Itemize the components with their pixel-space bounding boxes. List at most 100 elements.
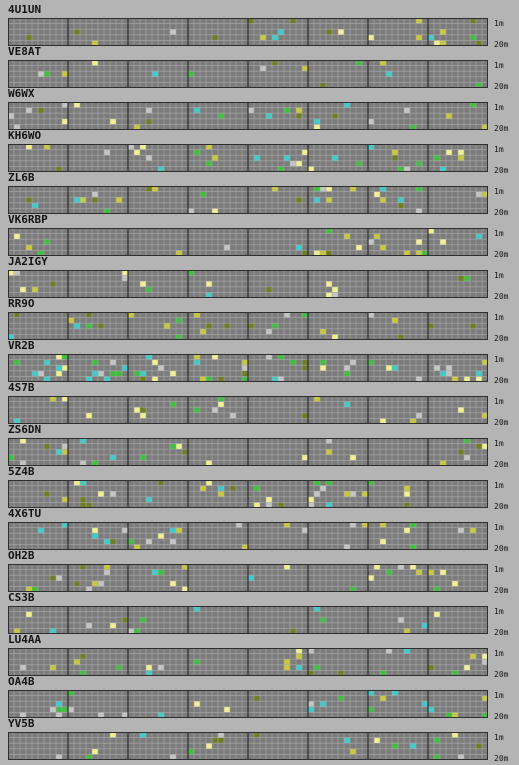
signal-cell [302, 527, 308, 534]
signal-cell [176, 527, 182, 534]
band-label-top: 1m [494, 439, 504, 448]
propagation-grid [8, 228, 488, 256]
signal-cell [218, 401, 224, 408]
signal-cell [416, 250, 422, 256]
signal-cell [8, 334, 14, 340]
signal-cell [434, 40, 440, 46]
grid-lines [8, 480, 488, 508]
signal-cell [38, 527, 44, 534]
signal-cell [50, 396, 56, 402]
signal-cell [20, 460, 26, 466]
propagation-grid [8, 18, 488, 46]
signal-cell [194, 659, 200, 665]
signal-cell [188, 71, 194, 77]
signal-cell [74, 659, 80, 665]
signal-cell [242, 359, 248, 366]
signal-cell [248, 107, 254, 114]
signal-cell [224, 323, 230, 329]
band-label-top: 1m [494, 145, 504, 154]
signal-cell [302, 365, 308, 371]
signal-cell [416, 239, 422, 245]
signal-cell [266, 286, 272, 293]
station-callsign: ZL6B [8, 171, 35, 184]
signal-cell [470, 102, 476, 108]
signal-cell [134, 370, 140, 377]
signal-cell [14, 359, 20, 366]
signal-cell [410, 743, 416, 749]
beacon-station: VK6RBP 1m 20m [0, 214, 519, 259]
signal-cell [410, 522, 416, 528]
signal-cell [374, 233, 380, 240]
grid-border [8, 732, 488, 760]
signal-cell [62, 443, 68, 450]
signal-cell [68, 690, 74, 696]
signal-cell [146, 496, 152, 503]
signal-cell [158, 480, 164, 486]
signal-cell [110, 491, 116, 497]
signal-cell [452, 712, 458, 718]
signal-cell [302, 250, 308, 256]
signal-cell [332, 286, 338, 293]
signal-cell [266, 496, 272, 503]
band-label-bottom: 20m [494, 460, 509, 469]
band-label-bottom: 20m [494, 670, 509, 679]
signal-cell [470, 653, 476, 660]
signal-cell [308, 670, 314, 676]
signal-cell [44, 71, 50, 77]
grid-border [8, 690, 488, 718]
signal-cell [62, 118, 68, 125]
signal-cell [158, 569, 164, 576]
signal-cell [380, 695, 386, 702]
signal-cell [146, 107, 152, 114]
signal-cell [374, 564, 380, 570]
signal-cell [344, 102, 350, 108]
signal-cell [326, 197, 332, 203]
signal-cell [290, 160, 296, 167]
signal-cell [308, 706, 314, 713]
signal-cell [110, 359, 116, 366]
signal-cell [296, 653, 302, 660]
signal-cell [224, 244, 230, 251]
grid-border [8, 564, 488, 592]
band-label-top: 1m [494, 103, 504, 112]
signal-cell [482, 653, 488, 660]
signal-cell [92, 460, 98, 466]
signal-cell [218, 485, 224, 492]
signal-cell [482, 412, 488, 419]
signal-cell [98, 323, 104, 329]
signal-cell [416, 208, 422, 214]
signal-cell [50, 575, 56, 581]
signal-cell [320, 250, 326, 256]
signal-cell [266, 502, 272, 508]
band-label-top: 1m [494, 691, 504, 700]
signal-cell [320, 617, 326, 623]
signal-cell [14, 628, 20, 634]
signal-cell [32, 202, 38, 209]
signal-cell [182, 449, 188, 455]
signal-cell [92, 748, 98, 755]
signal-cell [194, 359, 200, 366]
signal-cell [446, 149, 452, 156]
signal-cell [452, 580, 458, 587]
signal-cell [152, 71, 158, 77]
station-callsign: JA2IGY [8, 255, 48, 268]
propagation-grid [8, 144, 488, 172]
signal-cell [50, 706, 56, 713]
signal-cell [392, 690, 398, 696]
signal-cell [344, 401, 350, 408]
signal-cell [62, 354, 68, 360]
signal-cell [74, 197, 80, 203]
signal-cell [50, 628, 56, 634]
signal-cell [446, 370, 452, 377]
signal-cell [26, 244, 32, 251]
signal-cell [44, 376, 50, 382]
signal-cell [176, 443, 182, 450]
signal-cell [254, 732, 260, 738]
signal-cell [164, 323, 170, 329]
signal-cell [44, 359, 50, 366]
signal-cell [398, 197, 404, 203]
signal-cell [194, 312, 200, 318]
signal-cell [332, 334, 338, 340]
signal-cell [458, 527, 464, 534]
